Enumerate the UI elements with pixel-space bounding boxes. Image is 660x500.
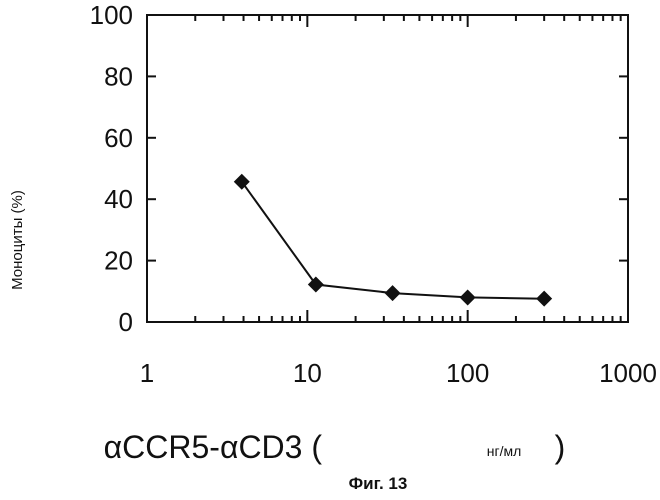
y-tick-label: 20 [104, 246, 133, 276]
y-ticks: 0 20 40 60 80 100 [90, 0, 628, 337]
y-tick-label: 60 [104, 123, 133, 153]
x-axis-label-unit: нг/мл [487, 443, 522, 459]
y-tick-label: 100 [90, 0, 133, 30]
x-tick-label: 10 [293, 358, 322, 388]
figure-caption: Фиг. 13 [349, 474, 408, 493]
x-tick-label: 1 [140, 358, 154, 388]
x-tick-label: 1000 [599, 358, 657, 388]
x-tick-label: 100 [446, 358, 489, 388]
x-axis-label: αCCR5-αCD3 ( нг/мл ) [104, 429, 566, 465]
data-point-marker [385, 285, 401, 301]
series-line [242, 182, 544, 299]
data-point-marker [308, 277, 324, 293]
x-ticks: 1 10 100 1000 [140, 15, 657, 388]
y-axis-label: Моноциты (%) [9, 190, 26, 290]
plot-axes [147, 15, 628, 322]
data-point-marker [536, 291, 552, 307]
data-point-marker [460, 289, 476, 305]
y-tick-label: 40 [104, 184, 133, 214]
plot-frame [147, 15, 628, 322]
x-axis-label-suffix: ) [555, 429, 566, 465]
y-tick-label: 80 [104, 61, 133, 91]
data-point-marker [234, 174, 250, 190]
x-axis-label-prefix: αCCR5-αCD3 ( [104, 429, 323, 465]
y-tick-label: 0 [119, 307, 133, 337]
data-series [234, 174, 552, 307]
